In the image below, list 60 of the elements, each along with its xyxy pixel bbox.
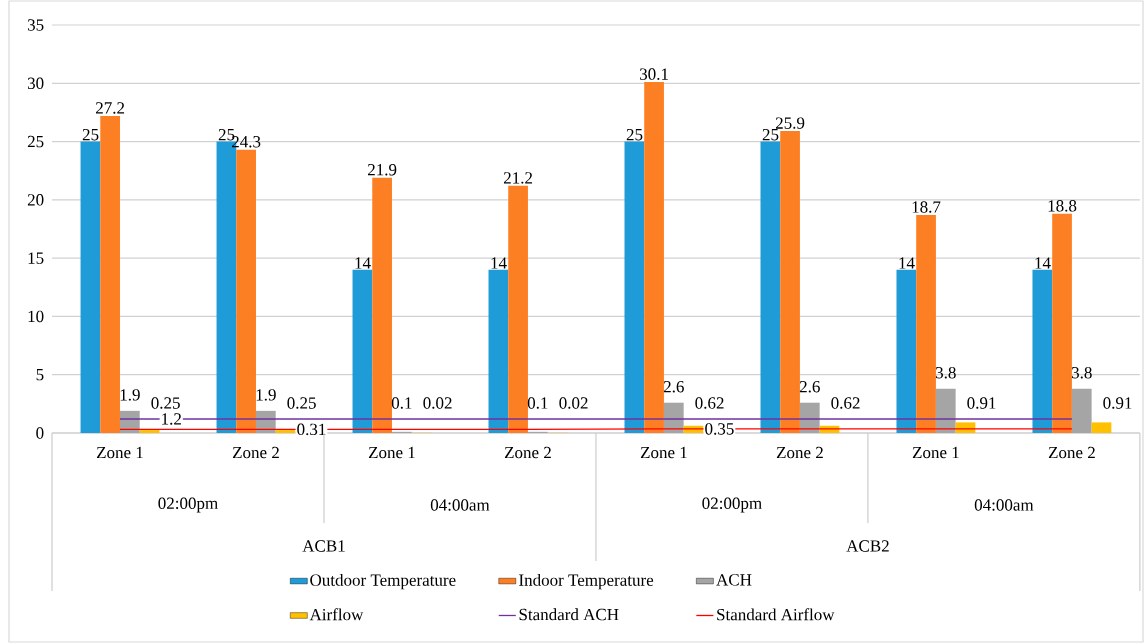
data-label: 1.9 [256,389,276,401]
data-label: 0.91 [1103,397,1132,409]
x-tick-label: Zone 2 [776,446,823,459]
data-label: 3.8 [1071,366,1092,379]
y-tick-label: 10 [28,310,44,323]
data-label: 14 [355,257,371,269]
data-label: 0.02 [559,397,588,409]
x-tick-label: Zone 2 [504,446,551,459]
annotation: 0.35 [705,423,734,435]
data-label: 0.62 [695,397,724,409]
y-tick-label: 30 [27,77,44,90]
x-tick-label: Zone 1 [368,446,415,459]
y-tick-label: 20 [27,194,44,206]
text: 02:00pm [702,497,762,513]
data-label: 27.2 [96,102,125,114]
data-label: 0.25 [151,397,180,409]
y-tick-label: 15 [28,252,44,264]
text: 02:00pm [158,497,218,513]
data-label: 25 [762,128,779,141]
data-label: 0.02 [423,397,452,409]
data-label: 0.91 [967,397,996,409]
y-tick-label: 25 [27,135,44,148]
data-label: 21.2 [503,172,533,184]
data-label: 0.1 [391,397,412,409]
y-tick-label: 5 [36,369,44,381]
x-tick-label: Zone 1 [96,446,143,459]
data-label: 2.6 [799,380,820,393]
text: 04:00am [430,499,490,511]
data-label: 14 [1035,257,1051,269]
annotation: 0.31 [297,423,326,436]
y-tick-label: 35 [27,19,44,31]
data-label: 2.6 [663,380,684,393]
data-label: 18.8 [1048,200,1077,212]
data-label: 1.9 [120,389,140,401]
data-label: 25.9 [775,117,805,129]
y-tick-label: 0 [36,427,44,439]
legend-label: Standard ACH [519,608,619,621]
text: ACB1 [302,540,345,552]
legend-label: ACH [716,574,752,586]
data-label: 0.25 [287,397,316,409]
data-label: 18.7 [912,201,941,213]
legend-label: Outdoor Temperature [310,573,456,590]
x-tick-label: Zone 1 [912,446,959,459]
text: 04:00am [974,499,1034,511]
x-tick-label: Zone 1 [640,446,687,459]
legend-label: Indoor Temperature [519,573,654,590]
data-label: 14 [491,257,507,269]
data-label: 14 [899,257,915,269]
annotation: 1.2 [162,413,181,425]
data-label: 3.8 [935,366,956,379]
data-label: 25 [82,128,99,141]
legend-label: Standard Airflow [717,608,835,621]
data-label: 21.9 [367,164,397,176]
data-label: 0.62 [831,397,860,409]
legend-label: Airflow [309,608,364,621]
x-tick-label: Zone 2 [232,446,279,459]
data-label: 30.1 [640,68,668,80]
data-label: 25 [626,128,643,141]
text: ACB2 [846,540,889,552]
x-tick-label: Zone 2 [1048,446,1095,459]
